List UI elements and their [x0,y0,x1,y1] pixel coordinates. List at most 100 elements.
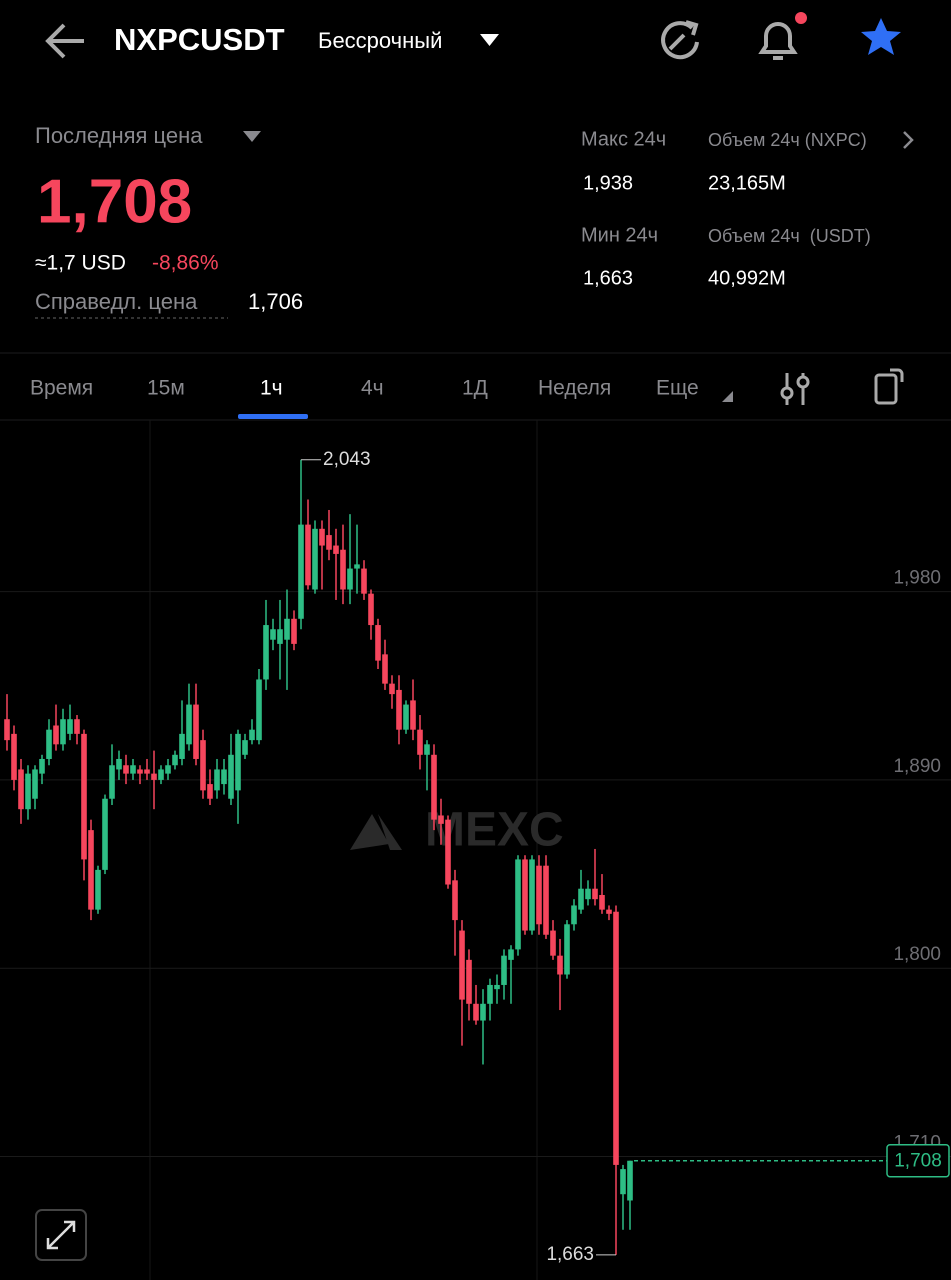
candle-body [95,869,101,910]
candle-body [151,773,157,780]
last-price-box [886,1143,950,1178]
candle-body [571,905,577,925]
candle-body [606,909,612,914]
candle-body [270,629,276,640]
tab[interactable]: 15м [147,377,185,400]
candle-body [319,528,325,546]
icon-part [796,375,810,389]
tab[interactable]: Еще [656,377,699,400]
candle-body [340,549,346,590]
tab[interactable]: 4ч [361,377,384,400]
top-bar: NXPCUSDT Бессрочный [45,12,901,60]
candle-body [585,888,591,900]
last-price-label: 1,708 [894,1151,942,1172]
candle-body [235,733,241,791]
refresh-icon [668,20,699,51]
last-price: 1,708 [37,167,192,236]
candle-body [347,568,353,590]
candle-body [557,955,563,975]
y-tick-label: 1,980 [893,568,941,589]
favorite-button[interactable] [861,18,901,55]
candle-body [515,859,521,950]
candle-body [438,815,444,824]
candle-body [130,765,136,774]
candle-body [305,524,311,586]
tab[interactable]: Время [30,377,93,400]
layout-button[interactable] [874,373,898,405]
candle-body [452,880,458,921]
annotation-label: 1,663 [546,1244,594,1265]
candle-body [263,625,269,680]
candle-body [102,798,108,870]
back-button[interactable] [45,23,84,59]
candle-body [256,679,262,741]
contract-type[interactable]: Бессрочный [318,28,442,53]
candle-body [361,568,367,594]
stat-value: 23,165M [708,172,786,194]
price-label[interactable]: Последняя цена [35,123,203,148]
candle-body [214,769,220,791]
candle-body [158,769,164,780]
stat-value: 1,663 [583,267,633,289]
stat-label: Объем 24ч (USDT) [708,226,871,246]
candle-body [396,689,402,730]
refresh-button[interactable] [661,21,699,60]
candle-body [193,704,199,759]
symbol[interactable]: NXPCUSDT [114,22,285,57]
fullscreen-button[interactable] [35,1209,87,1261]
alerts-button[interactable] [758,22,798,60]
fair-price-label[interactable]: Справедл. цена [35,289,198,314]
candle-body [284,618,290,640]
candle-body [25,773,31,810]
price-change: -8,86% [152,252,219,275]
annotation-label: 2,043 [323,449,371,470]
dropdown-icon [480,34,499,46]
usd-price: ≈1,7 USD [35,252,126,275]
candle-body [144,769,150,774]
stat-label: Мин 24ч [581,224,658,246]
candle-body [88,830,94,910]
candle-body [445,819,451,885]
candle-body [368,593,374,626]
tab[interactable]: Неделя [538,377,611,400]
candle-body [221,769,227,785]
candle-body [599,894,605,910]
candle-body [494,984,500,990]
candle-body [382,654,388,684]
stat-label[interactable]: Объем 24ч (NXPC) [708,130,867,150]
candle-body [81,733,87,860]
candle-body [11,733,17,780]
dropdown-icon [243,131,261,142]
tab[interactable]: 1Д [462,377,488,400]
candle-body [39,758,45,774]
fair-price: 1,706 [248,289,303,314]
candle-body [480,1003,486,1021]
candle-body [536,865,542,925]
candle-body [410,700,416,730]
candle-body [466,959,472,1004]
candle-body [67,719,73,734]
candle-body [18,769,24,810]
candle-body [424,744,430,755]
candle-body [172,754,178,766]
candle-body [403,704,409,730]
candle-body [186,704,192,745]
candle-body [137,769,143,774]
candle-body [116,758,122,770]
alert-dot [795,12,807,24]
candle-body [312,528,318,590]
candle-body [298,524,304,619]
tab-active[interactable]: 1ч [260,377,283,400]
candle-body [242,740,248,755]
candle-body [46,729,52,759]
candle-body [291,618,297,644]
more-icon [722,391,733,402]
candle-body [74,719,80,734]
candle-body [550,930,556,956]
candle-body [32,769,38,799]
candle-body [200,740,206,791]
candle-body [459,930,465,1000]
candle-body [249,729,255,741]
